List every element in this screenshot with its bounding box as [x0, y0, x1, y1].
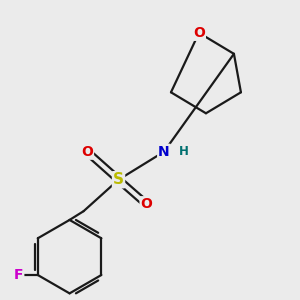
Text: O: O	[141, 197, 152, 211]
Text: O: O	[193, 26, 205, 40]
Text: S: S	[113, 172, 124, 187]
Text: F: F	[14, 268, 23, 282]
Text: N: N	[158, 145, 170, 159]
Text: H: H	[179, 145, 189, 158]
Text: O: O	[81, 145, 93, 159]
